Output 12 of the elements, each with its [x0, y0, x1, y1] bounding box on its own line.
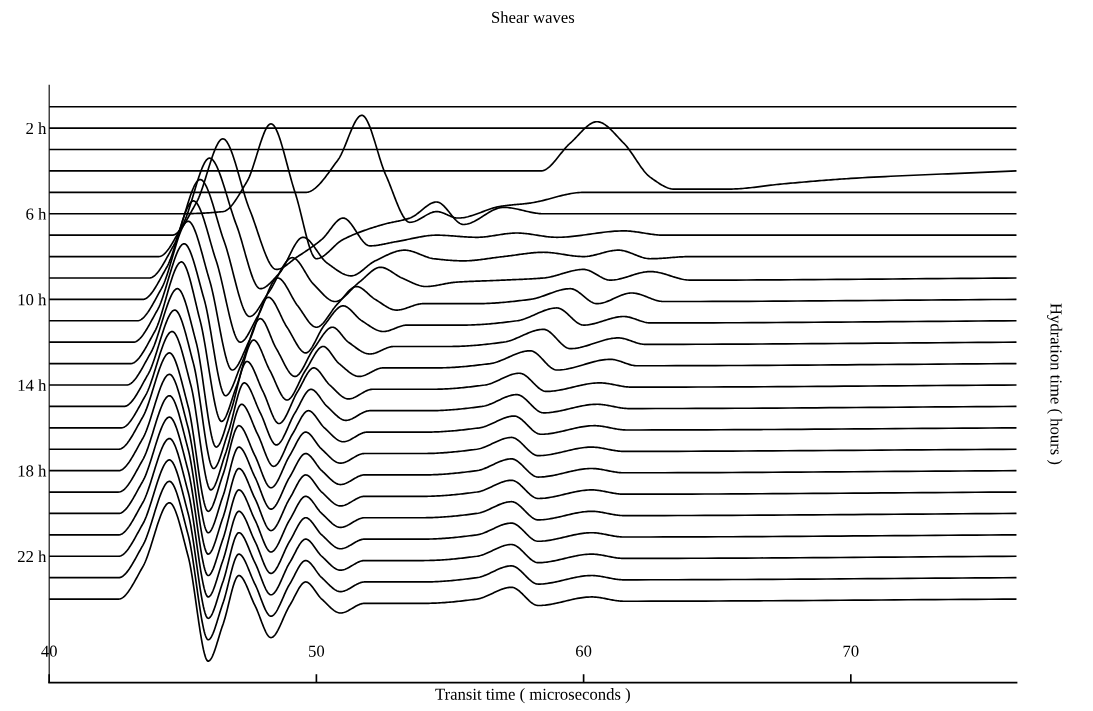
x-tick-label: 50 [309, 645, 325, 657]
chart-title: Shear waves [492, 11, 575, 23]
y-tick-label: 10 h [18, 293, 47, 306]
y-tick-label: 6 h [26, 207, 47, 220]
x-tick-label: 70 [843, 645, 859, 657]
y-tick-label: 2 h [26, 122, 47, 134]
x-axis-title: Transit time ( microseconds ) [435, 688, 630, 704]
x-tick-label: 60 [575, 645, 592, 657]
y-tick-label: 14 h [18, 379, 47, 391]
y-tick-label: 18 h [18, 464, 47, 477]
y-tick-label: 22 h [17, 550, 47, 563]
y-axis-title: Hydration time ( hours ) [1047, 303, 1063, 465]
